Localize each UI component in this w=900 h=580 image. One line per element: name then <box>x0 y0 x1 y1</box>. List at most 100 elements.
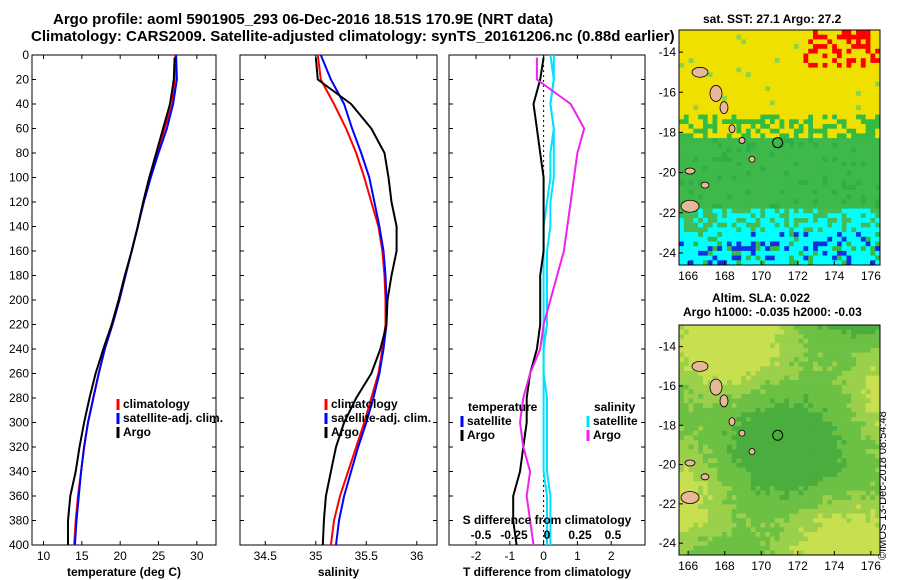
sla-map-cell <box>860 532 867 538</box>
sst-map-cell <box>822 62 828 69</box>
sst-map-cell <box>717 260 723 265</box>
sla-map-cell <box>717 357 723 363</box>
sst-map-cell <box>736 72 742 78</box>
sst-map-cell <box>827 185 833 191</box>
sst-map-cell <box>875 67 880 73</box>
sst-map-cell <box>746 189 752 196</box>
sla-map-cell <box>827 357 833 363</box>
sla-map-cell <box>741 325 747 331</box>
sla-map-cell <box>688 403 694 409</box>
sla-map-cell <box>731 435 738 441</box>
sst-map-island <box>748 155 756 163</box>
sla-map-cell <box>760 550 766 555</box>
sla-map-cell <box>813 329 819 335</box>
sla-map-cell <box>851 435 857 441</box>
sla-map-cell <box>793 389 800 395</box>
sla-map-cell <box>698 384 704 390</box>
sla-map-cell <box>760 453 766 459</box>
sst-map-cell <box>693 95 699 102</box>
sst-map-cell <box>789 72 795 78</box>
sst-map-cell <box>846 152 852 158</box>
sla-map-cell <box>726 444 733 450</box>
sla-map-cell <box>875 334 880 340</box>
sst-map-cell <box>784 171 790 177</box>
sst-map-cell <box>741 208 747 214</box>
sst-map-cell <box>693 81 699 87</box>
sla-map-cell <box>832 476 838 482</box>
sst-map-cell <box>789 213 795 219</box>
depth-tick-label: 200 <box>9 293 29 307</box>
sst-map-cell <box>693 48 699 55</box>
sst-map-cell <box>726 218 733 224</box>
sla-map-cell <box>846 380 852 386</box>
sst-map-cell <box>803 203 809 210</box>
sla-map-cell <box>731 509 738 515</box>
sst-map-cell <box>746 241 752 247</box>
sla-map-cell <box>779 481 785 487</box>
sst-map-cell <box>726 44 733 50</box>
sst-map-cell <box>841 232 848 238</box>
sst-map-cell <box>808 161 814 167</box>
sla-map-cell <box>841 467 848 473</box>
sla-map-cell <box>836 334 843 340</box>
sst-map-cell <box>836 128 843 134</box>
sst-map-cell <box>741 147 747 153</box>
sst-map-cell <box>760 208 766 214</box>
sla-map-cell <box>683 361 690 367</box>
sla-map-cell <box>851 495 857 501</box>
sst-map-cell <box>803 72 809 78</box>
sst-map-cell <box>822 171 828 177</box>
sla-map-cell <box>707 504 714 510</box>
sla-map-cell <box>832 348 838 354</box>
sst-map-cell <box>817 81 824 87</box>
sla-map-cell <box>813 532 819 538</box>
sla-map-cell <box>856 380 862 386</box>
sla-map-cell <box>707 481 714 487</box>
sla-map-cell <box>746 472 752 478</box>
sst-map-cell <box>683 250 690 257</box>
sst-map-cell <box>784 203 790 210</box>
sst-map-cell <box>736 91 742 97</box>
sla-map-cell <box>755 348 761 354</box>
sla-map-cell <box>875 522 880 528</box>
sst-map-cell <box>693 105 699 111</box>
sla-map-cell <box>731 499 738 505</box>
sst-map-cell <box>836 161 843 167</box>
sla-map-cell <box>750 458 757 464</box>
sst-map-cell <box>865 114 872 120</box>
sla-map-cell <box>841 541 848 547</box>
sst-map-cell <box>736 213 742 219</box>
sst-map-cell <box>798 58 805 64</box>
sst-map-cell <box>822 58 828 64</box>
sla-map-cell <box>817 417 824 423</box>
sst-map-cell <box>722 171 728 177</box>
sst-map-cell <box>746 161 752 167</box>
sst-map-cell <box>798 91 805 97</box>
sla-map-cell <box>779 412 785 418</box>
depth-tick-label: 280 <box>9 391 29 405</box>
sst-map-cell <box>865 194 872 200</box>
sst-map-cell <box>765 142 771 149</box>
sst-map-cell <box>803 222 809 228</box>
sla-map-island <box>680 491 700 504</box>
sst-map-cell <box>813 81 819 87</box>
sla-map-cell <box>679 430 685 436</box>
sst-map-cell <box>722 222 728 228</box>
sla-map-cell <box>688 394 694 400</box>
sla-map-cell <box>779 384 785 390</box>
sla-map-cell <box>836 338 843 344</box>
sst-map-xtick-label: 168 <box>715 269 735 283</box>
sst-map-cell <box>832 114 838 120</box>
sla-map-cell <box>827 504 833 510</box>
sst-map-cell <box>698 241 704 247</box>
sst-map-cell <box>836 199 843 205</box>
sla-map-cell <box>707 476 714 482</box>
sst-map-cell <box>698 180 704 186</box>
sst-map-cell <box>856 203 862 210</box>
sst-map-cell <box>746 77 752 83</box>
sst-map-cell <box>741 185 747 191</box>
sla-map-cell <box>688 348 694 354</box>
sla-map-cell <box>765 417 771 423</box>
sla-map-cell <box>698 518 704 524</box>
sst-map-cell <box>817 53 824 59</box>
